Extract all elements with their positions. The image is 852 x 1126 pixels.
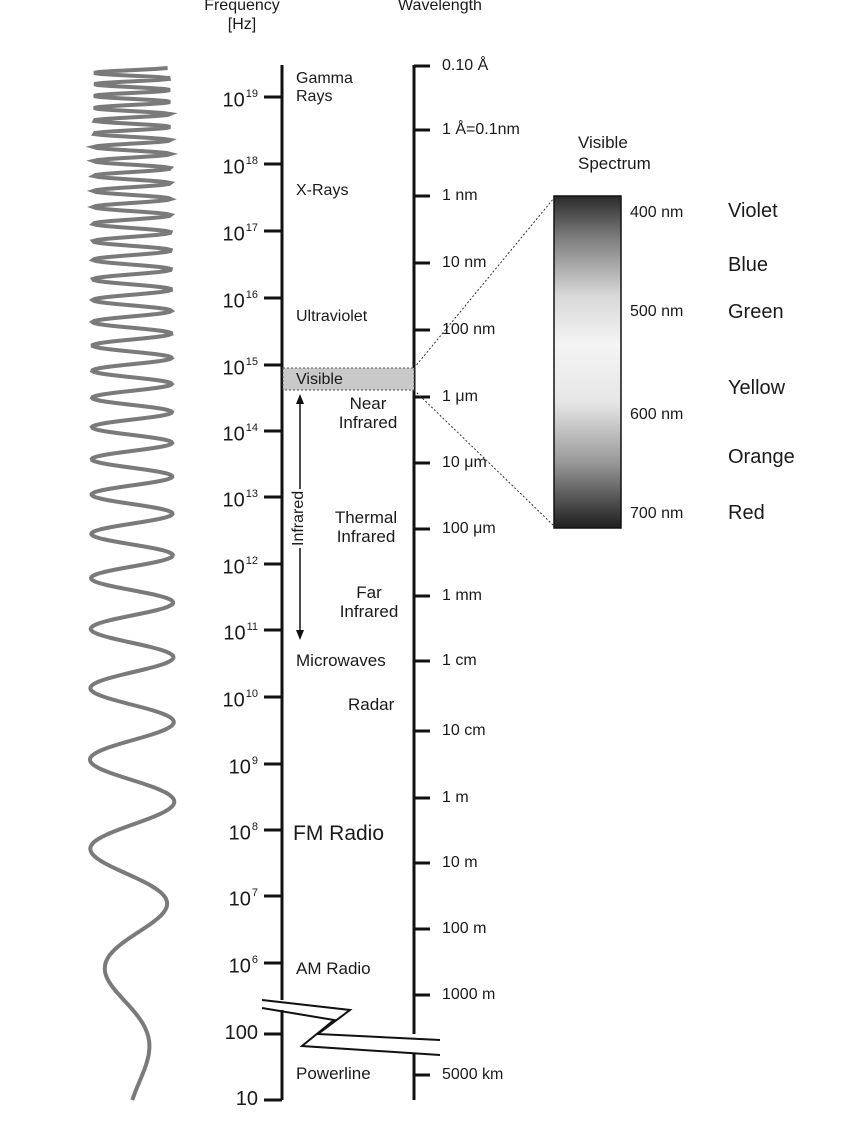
nm-label-700: 700 nm xyxy=(630,505,684,522)
frequency-tick-label: 1017 xyxy=(222,222,259,246)
wavelength-tick-label: 5000 km xyxy=(442,1066,504,1083)
frequency-tick-label: 107 xyxy=(228,887,258,911)
frequency-tick-label: 1012 xyxy=(222,555,259,579)
frequency-tick-label: 1019 xyxy=(222,88,259,112)
color-blue: Blue xyxy=(728,254,769,276)
frequency-header: Frequency [Hz] xyxy=(190,0,294,34)
color-red: Red xyxy=(728,502,765,524)
wavelength-tick-label: 10 μm xyxy=(442,454,487,471)
powerline-label: Powerline xyxy=(296,1064,371,1083)
frequency-tick-label: 1018 xyxy=(222,155,259,179)
frequency-tick-label: 1010 xyxy=(222,688,259,712)
zoom-line-bottom xyxy=(413,389,555,527)
color-violet: Violet xyxy=(728,200,778,222)
wavelength-tick-label: 100 m xyxy=(442,920,487,937)
wave-curve xyxy=(85,66,179,1101)
wavelength-tick-label: 1 nm xyxy=(442,187,478,204)
infrared-arrow-down xyxy=(296,630,304,640)
wavelength-ticks xyxy=(414,64,430,1077)
radar-label: Radar xyxy=(348,695,395,714)
wavelength-tick-label: 1 Å=0.1nm xyxy=(442,121,520,138)
color-yellow: Yellow xyxy=(728,377,786,399)
wavelength-tick-label: 10 cm xyxy=(442,722,486,739)
wavelength-header: Wavelength xyxy=(398,0,482,14)
ultraviolet-label: Ultraviolet xyxy=(296,308,368,325)
nm-label-500: 500 nm xyxy=(630,303,684,320)
visible-band xyxy=(282,367,415,391)
fm-radio-label: FM Radio xyxy=(293,822,385,845)
wavelength-tick-label: 1 cm xyxy=(442,652,477,669)
nm-label-600: 600 nm xyxy=(630,406,684,423)
wavelength-tick-label: 0.10 Å xyxy=(442,57,489,74)
frequency-tick-label: 1011 xyxy=(223,621,258,645)
infrared-label: Infrared xyxy=(290,488,308,548)
frequency-title: Frequency xyxy=(204,0,280,14)
wavelength-tick-label: 10 m xyxy=(442,854,478,871)
visible-label: Visible xyxy=(296,371,343,388)
visible-spectrum-title: Visible Spectrum xyxy=(578,133,651,173)
axis-break-bottom xyxy=(261,1007,441,1056)
frequency-tick-label: 106 xyxy=(228,954,258,978)
visible-spectrum-bar xyxy=(553,195,622,529)
microwaves-label: Microwaves xyxy=(296,651,386,670)
frequency-tick-label: 100 xyxy=(224,1022,258,1044)
am-radio-label: AM Radio xyxy=(296,959,371,978)
frequency-tick-label: 108 xyxy=(228,821,258,845)
infrared-arrow-up xyxy=(296,394,304,404)
frequency-tick-label: 109 xyxy=(228,755,258,779)
frequency-tick-label: 10 xyxy=(235,1088,258,1110)
gamma-rays-label: Gamma Rays xyxy=(296,70,353,105)
frequency-tick-label: 1014 xyxy=(222,422,259,446)
wavelength-tick-label: 1000 m xyxy=(442,986,496,1003)
wavelength-tick-label: 1 μm xyxy=(442,388,478,405)
axis-break-top xyxy=(261,999,441,1041)
wavelength-tick-label: 10 nm xyxy=(442,254,487,271)
nm-label-400: 400 nm xyxy=(630,204,684,221)
wavelength-tick-label: 100 μm xyxy=(442,520,496,537)
frequency-tick-label: 1016 xyxy=(222,289,259,313)
color-orange: Orange xyxy=(728,446,795,468)
wavelength-tick-label: 1 mm xyxy=(442,587,482,604)
frequency-tick-label: 1013 xyxy=(222,488,259,512)
xrays-label: X-Rays xyxy=(296,182,349,199)
thermal-infrared-label: Thermal Infrared xyxy=(334,508,398,546)
color-green: Green xyxy=(728,301,784,323)
zoom-line-top xyxy=(413,197,555,369)
far-infrared-label: Far Infrared xyxy=(339,583,399,621)
near-infrared-label: Near Infrared xyxy=(338,394,398,432)
wavelength-tick-label: 100 nm xyxy=(442,321,496,338)
wavelength-tick-label: 1 m xyxy=(442,789,469,806)
frequency-tick-label: 1015 xyxy=(222,356,259,380)
frequency-ticks xyxy=(264,95,282,1102)
frequency-unit: [Hz] xyxy=(227,16,257,33)
